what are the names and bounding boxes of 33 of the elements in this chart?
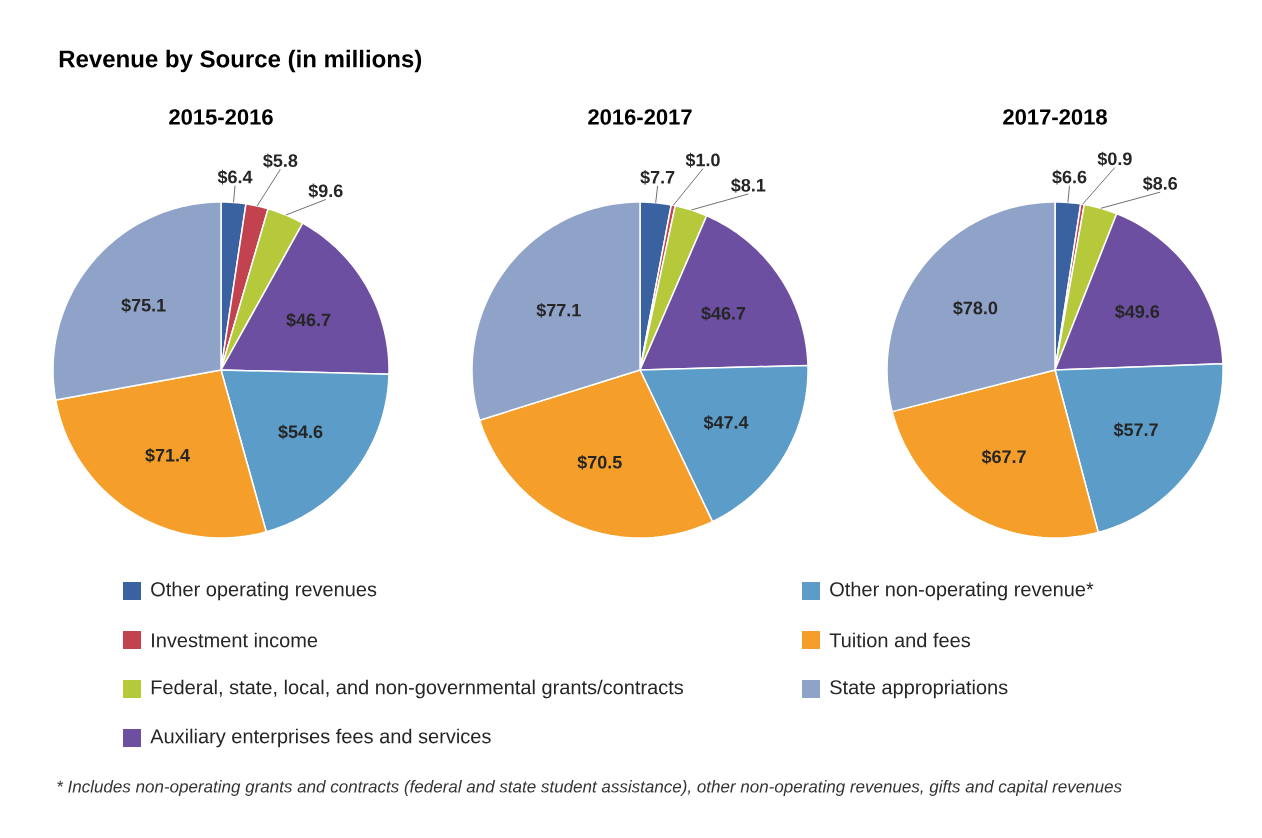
text: * Includes non-operating grants and contracts (federal and state student assistance), other non-operating revenues, gifts and capital revenues	[57, 780, 1122, 796]
data-label: $70.5	[577, 455, 622, 470]
data-label: $78.0	[953, 300, 998, 316]
chart-subtitle: 2017-2018	[1003, 109, 1107, 125]
data-label: $1.0	[685, 152, 720, 168]
data-label: $5.8	[263, 153, 298, 169]
data-label: $46.7	[286, 312, 331, 328]
data-label: $46.7	[701, 306, 746, 321]
data-label: $71.4	[145, 448, 190, 463]
data-label: $0.9	[1097, 151, 1132, 167]
data-label: $6.6	[1052, 169, 1087, 185]
chart-subtitle: 2016-2017	[588, 109, 692, 125]
data-label: $54.6	[278, 424, 323, 440]
data-label: $47.4	[703, 415, 749, 430]
data-label: $8.6	[1142, 176, 1178, 191]
chart-title: Revenue by Source (in millions)	[59, 49, 422, 73]
legend-label: State appropriations	[830, 679, 1008, 699]
data-label: $6.4	[217, 169, 253, 185]
data-label: $77.1	[536, 302, 581, 318]
data-label: $49.6	[1115, 304, 1160, 320]
chart-subtitle: 2015-2016	[169, 109, 273, 125]
legend-label: Tuition and fees	[829, 632, 971, 648]
legend-label: Federal, state, local, and non-governmental grants/contracts	[151, 679, 684, 699]
data-label: $75.1	[121, 298, 166, 313]
data-label: $7.7	[640, 170, 675, 185]
data-label: $57.7	[1113, 422, 1158, 438]
data-label: $8.1	[731, 178, 766, 193]
legend-label: Investment income	[152, 632, 318, 648]
data-label: $67.7	[981, 449, 1026, 465]
legend-label: Auxiliary enterprises fees and services	[150, 728, 491, 748]
legend-label: Other operating revenues	[151, 581, 377, 601]
data-label: $9.6	[308, 183, 343, 199]
legend-label: Other non-operating revenue*	[830, 581, 1094, 601]
